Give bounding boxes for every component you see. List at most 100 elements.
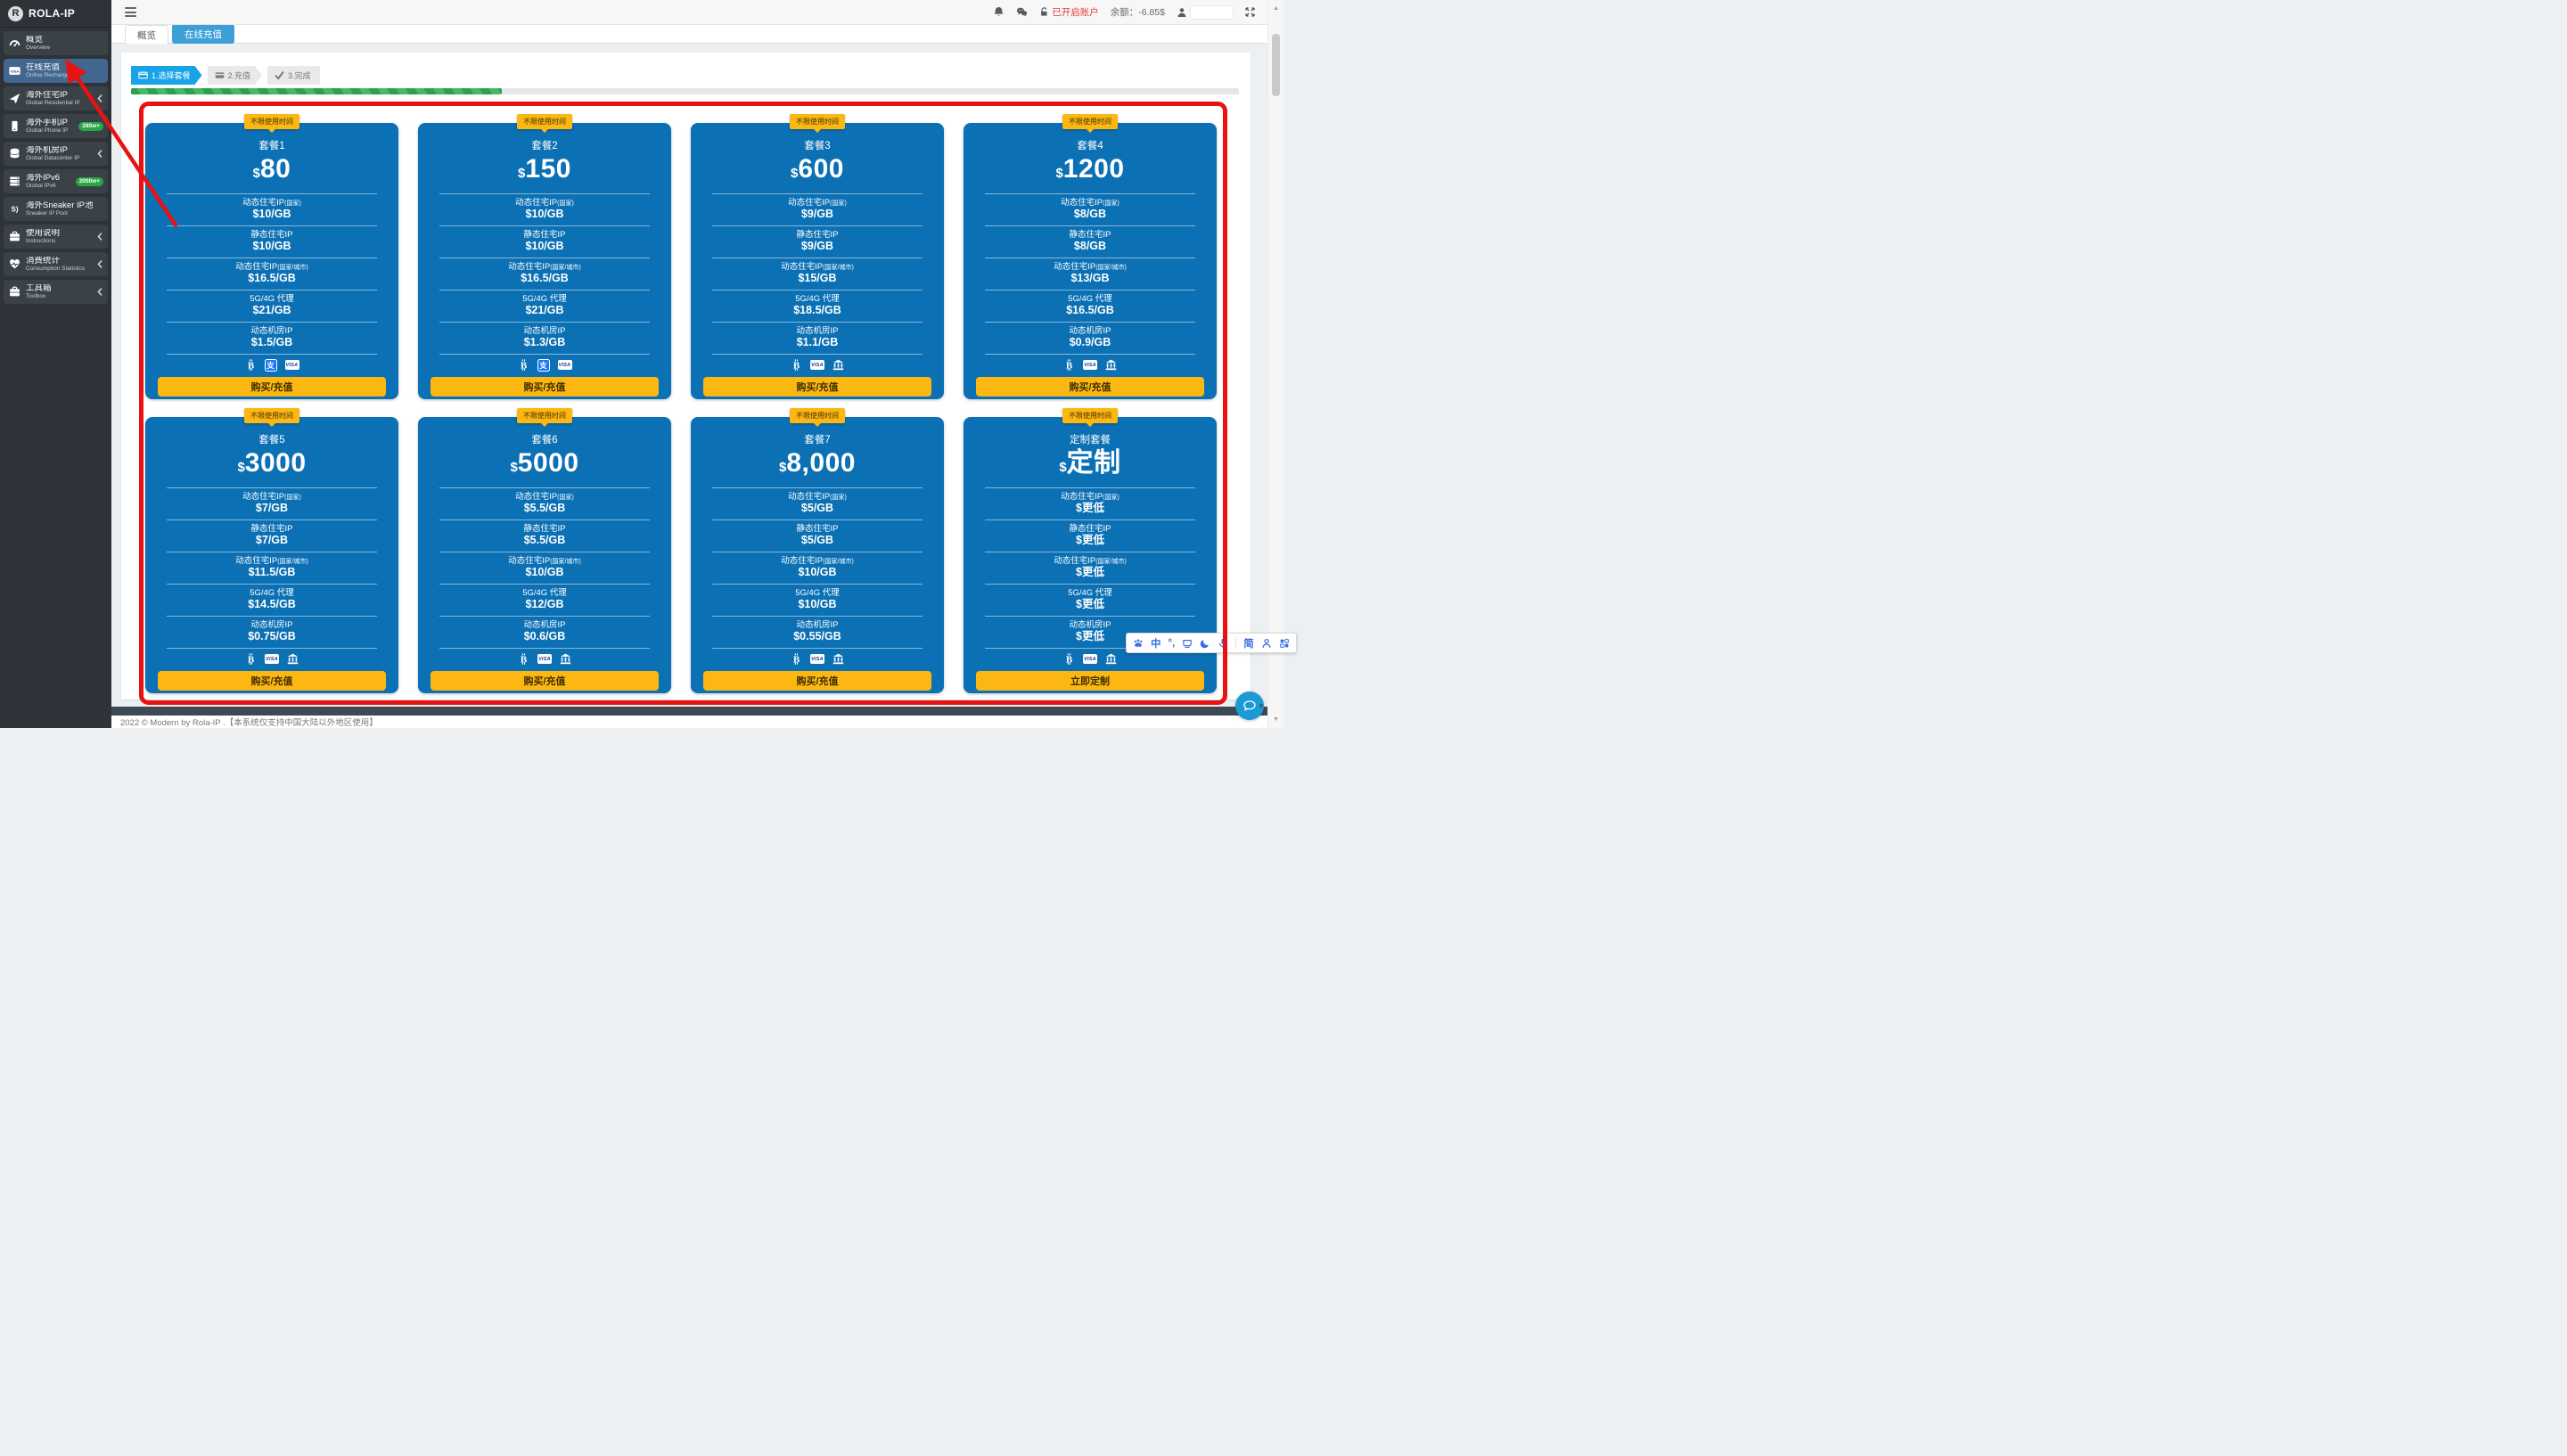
ime-punctuation-mode[interactable]: °, xyxy=(1168,637,1176,649)
visa-icon: VISA xyxy=(284,360,299,370)
feature-label: 动态住宅IP xyxy=(781,555,824,566)
visa-icon: VISA xyxy=(537,654,552,664)
sidebar-item-title: 在线充值 xyxy=(26,62,61,72)
plan-feature-row: 静态住宅IP $5/GB xyxy=(712,519,923,552)
ribbon-badge: 不限使用时间 xyxy=(1062,408,1118,423)
price-value: 600 xyxy=(798,154,844,184)
sidebar-item-online-recharge[interactable]: VISA 在线充值 Online Recharge xyxy=(4,59,108,83)
sneaker-icon: S) xyxy=(8,203,21,215)
tab-online-recharge[interactable]: 在线充值 xyxy=(172,24,234,44)
bitcoin-icon: B xyxy=(791,653,802,665)
payment-methods: B VISA xyxy=(712,648,923,669)
ime-chinese-mode[interactable]: 中 xyxy=(1151,638,1161,650)
plan-features: 动态住宅IP(国家) $更低 静态住宅IP $更低 动态住宅IP(国家/城市) … xyxy=(964,487,1217,648)
wizard-step-3[interactable]: 3.完成 xyxy=(267,66,320,85)
wizard-step-2[interactable]: 2.充值 xyxy=(208,66,263,85)
ime-apps[interactable] xyxy=(1279,638,1290,649)
plan-feature-row: 动态住宅IP(国家) $8/GB xyxy=(985,193,1195,225)
ime-simplified[interactable]: 简 xyxy=(1243,638,1254,650)
plan-feature-row: 动态机房IP $1.3/GB xyxy=(439,322,650,354)
sidebar-item-toolbox[interactable]: 工具箱 Toolbox xyxy=(4,280,108,304)
plan-name: 套餐1 xyxy=(258,141,285,151)
bitcoin-icon: B xyxy=(518,359,529,371)
toolbox-icon xyxy=(8,231,21,242)
plan-feature-row: 动态住宅IP(国家) $5.5/GB xyxy=(439,487,650,519)
sidebar-item-consumption-stats[interactable]: 消费统计 Consumption Statistics xyxy=(4,252,108,276)
tab-overview[interactable]: 概览 xyxy=(125,25,168,44)
ime-keyboard[interactable] xyxy=(1182,638,1193,649)
plan-features: 动态住宅IP(国家) $5.5/GB 静态住宅IP $5.5/GB 动态住宅IP… xyxy=(418,487,671,648)
scroll-down-arrow-icon[interactable]: ▼ xyxy=(1273,716,1279,723)
ime-account[interactable] xyxy=(1261,638,1272,649)
sidebar-item-datacenter-ip[interactable]: 海外机房IP Global Datacenter IP xyxy=(4,142,108,166)
progress-bar xyxy=(131,88,1239,94)
bitcoin-icon: B xyxy=(245,359,257,371)
scroll-up-arrow-icon[interactable]: ▲ xyxy=(1273,5,1279,12)
chevron-left-icon xyxy=(97,260,103,268)
buy-recharge-button[interactable]: 购买/充值 xyxy=(431,377,659,397)
feature-price: $10/GB xyxy=(252,240,291,253)
plan-name: 套餐4 xyxy=(1077,141,1103,151)
feature-price: $21/GB xyxy=(252,304,291,317)
feature-price: $8/GB xyxy=(1073,240,1107,253)
visa-card-icon: VISA xyxy=(8,65,21,77)
sidebar-toggle-icon[interactable] xyxy=(125,7,136,17)
feature-price: $8/GB xyxy=(1073,208,1107,221)
plan-feature-row: 动态机房IP $0.75/GB xyxy=(167,616,377,648)
chat-minimize-icon[interactable]: ▼ xyxy=(1258,702,1265,710)
plan-feature-row: 动态机房IP $0.6/GB xyxy=(439,616,650,648)
account-status[interactable]: 已开启账户 xyxy=(1039,5,1099,19)
svg-text:B: B xyxy=(793,361,800,371)
plan-feature-row: 5G/4G 代理 $16.5/GB xyxy=(985,290,1195,322)
scrollbar-thumb[interactable] xyxy=(1271,34,1280,96)
sidebar-item-phone-ip[interactable]: 海外手机IP Global Phone IP 280w+ xyxy=(4,114,108,138)
sidebar-item-overview[interactable]: 概览 Overview xyxy=(4,31,108,55)
buy-recharge-button[interactable]: 购买/充值 xyxy=(158,377,386,397)
feature-price: $更低 xyxy=(1076,566,1104,579)
top-header: 已开启账户 余额：-6.85$ xyxy=(111,0,1268,25)
feature-label-sub: (国家/城市) xyxy=(550,558,581,565)
user-menu[interactable] xyxy=(1177,5,1233,19)
plan-name: 套餐7 xyxy=(804,435,831,446)
check-icon xyxy=(275,70,284,80)
chat-widget-button[interactable] xyxy=(1235,691,1264,720)
feature-price: $1.3/GB xyxy=(523,336,566,349)
feature-label-sub: (国家) xyxy=(284,200,301,207)
buy-recharge-button[interactable]: 购买/充值 xyxy=(703,671,931,691)
plan-feature-row: 动态住宅IP(国家/城市) $10/GB xyxy=(712,552,923,584)
buy-recharge-button[interactable]: 购买/充值 xyxy=(703,377,931,397)
feature-label: 动态机房IP xyxy=(250,325,293,336)
buy-recharge-button[interactable]: 购买/充值 xyxy=(431,671,659,691)
feature-label: 动态住宅IP xyxy=(235,261,278,272)
feature-label: 5G/4G 代理 xyxy=(795,587,840,598)
wizard-step-1[interactable]: 1.选择套餐 xyxy=(131,66,202,85)
payment-methods: B VISA xyxy=(985,354,1195,375)
alipay-icon: 支 xyxy=(264,358,277,372)
vertical-scrollbar[interactable]: ▲ ▼ xyxy=(1267,0,1284,728)
sidebar-item-ipv6[interactable]: 海外IPv6 Global IPv6 2000w+ xyxy=(4,169,108,193)
plan-feature-row: 动态住宅IP(国家) $9/GB xyxy=(712,193,923,225)
notifications-bell-icon[interactable] xyxy=(993,6,1005,18)
price-value: 定制 xyxy=(1066,448,1121,478)
buy-recharge-button[interactable]: 立即定制 xyxy=(976,671,1204,691)
buy-recharge-button[interactable]: 购买/充值 xyxy=(976,377,1204,397)
sidebar-item-instructions[interactable]: 使用说明 Instructions xyxy=(4,225,108,249)
wechat-messages-icon[interactable] xyxy=(1016,6,1028,18)
toolbox-icon xyxy=(8,286,21,298)
ime-logo[interactable] xyxy=(1133,638,1144,649)
buy-recharge-button[interactable]: 购买/充值 xyxy=(158,671,386,691)
sidebar-item-sneaker-pool[interactable]: S) 海外Sneaker IP池 Sneaker IP Pool xyxy=(4,197,108,221)
ribbon-badge: 不限使用时间 xyxy=(790,408,845,423)
sidebar-item-residential-ip[interactable]: 海外住宅IP Global Residential IP xyxy=(4,86,108,110)
ribbon-badge: 不限使用时间 xyxy=(1062,114,1118,129)
plan-feature-row: 5G/4G 代理 $14.5/GB xyxy=(167,584,377,616)
ime-night-mode[interactable] xyxy=(1200,638,1210,649)
sidebar-item-title: 消费统计 xyxy=(26,256,61,266)
feature-label-sub: (国家/城市) xyxy=(1095,264,1127,271)
ime-voice[interactable] xyxy=(1218,638,1228,649)
feature-price: $15/GB xyxy=(798,272,837,285)
fullscreen-icon[interactable] xyxy=(1244,6,1256,18)
feature-label-sub: (国家) xyxy=(830,494,847,501)
payment-methods: B VISA xyxy=(439,648,650,669)
feature-label: 动态机房IP xyxy=(523,325,566,336)
